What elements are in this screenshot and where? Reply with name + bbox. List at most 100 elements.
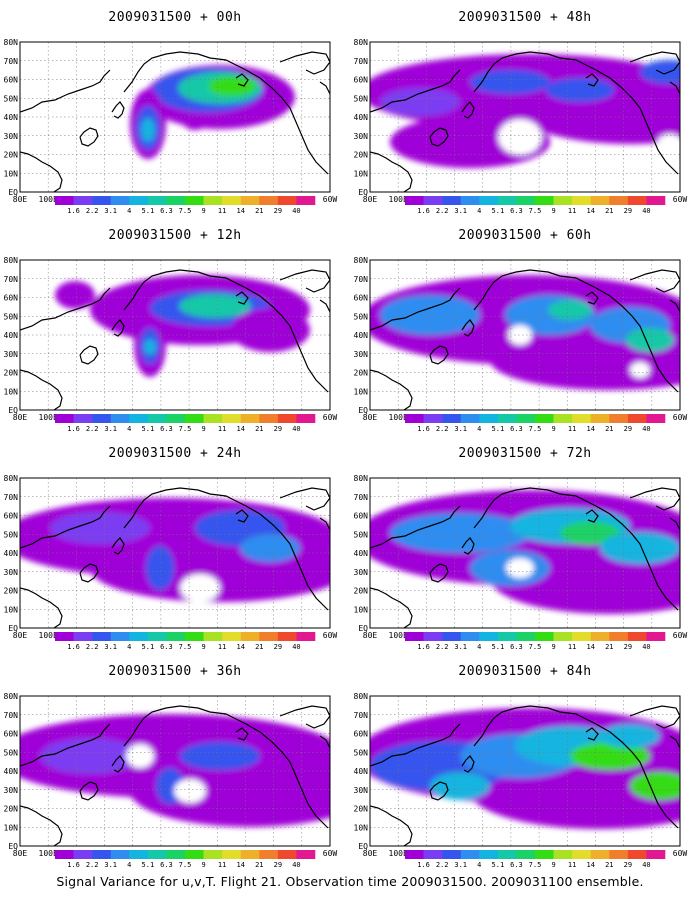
colorbar-label: 2.2 [436,861,449,869]
colorbar-label: 6.3 [160,207,173,215]
colorbar-swatch [516,850,536,859]
latitude-label: 10N [4,823,19,832]
colorbar-label: 11 [568,207,576,215]
variance-field [370,54,680,168]
colorbar-label: 21 [255,207,263,215]
latitude-label: 80N [4,38,19,47]
latitude-label: 60N [4,730,19,739]
latitude-label: 20N [4,805,19,814]
colorbar-swatch [442,414,462,423]
colorbar-swatch [572,414,592,423]
colorbar-swatch [497,414,517,423]
variance-contour [208,76,256,96]
colorbar-swatch [609,196,629,205]
colorbar-swatch [147,850,167,859]
colorbar-swatch [590,196,610,205]
colorbar-swatch [277,850,297,859]
colorbar-label: 7.5 [529,643,542,651]
longitude-label: 80E [363,849,378,858]
colorbar-swatch [609,414,629,423]
colorbar-swatch [497,850,517,859]
latitude-label: 60N [354,512,369,521]
colorbar-label: 2.2 [436,643,449,651]
latitude-label: 70N [4,275,19,284]
longitude-label: 80E [363,631,378,640]
latitude-label: 70N [4,57,19,66]
variance-contour [144,339,156,355]
coastline [370,487,680,628]
colorbar-swatch [646,414,666,423]
colorbar-swatch [296,632,316,641]
map-frame [19,259,331,411]
latitude-label: 50N [4,94,19,103]
colorbar-swatch [277,414,297,423]
colorbar-label: 7.5 [179,643,192,651]
colorbar-swatch [553,196,573,205]
colorbar-label: 4 [477,861,481,869]
longitude-label: 80E [13,631,28,640]
longitude-label: 60W [323,849,338,858]
colorbar-label: 5.1 [492,207,505,215]
colorbar-label: 3.1 [454,861,467,869]
colorbar-label: 3.1 [454,643,467,651]
colorbar-swatch [423,414,443,423]
colorbar-swatch [129,850,149,859]
latitude-label: EQ [8,406,18,415]
coastline [20,705,330,846]
latitude-label: EQ [358,188,368,197]
colorbar-swatch [590,850,610,859]
colorbar-swatch [147,196,167,205]
colorbar-swatch [73,850,93,859]
colorbar-swatch [627,632,647,641]
variance-map: EQ10N20N30N40N50N60N70N80N80E100E120E140… [4,474,338,651]
longitude-label: 60W [673,631,688,640]
colorbar-label: 9 [201,207,205,215]
colorbar-swatch [185,414,204,423]
colorbar-label: 4 [477,207,481,215]
colorbar-swatch [460,196,480,205]
longitude-label: 80E [363,195,378,204]
colorbar-swatch [590,632,610,641]
latitude-label: 10N [354,823,369,832]
colorbar-swatch [296,414,316,423]
colorbar-swatch [203,196,223,205]
latitude-label: 50N [354,94,369,103]
colorbar: 1.6 2.2 3.1 4 5.1 6.3 7.5 9 11 14 21 29 40 [55,632,316,651]
variance-contour [600,724,660,748]
latitude-label: EQ [358,406,368,415]
colorbar-label: 3.1 [104,861,117,869]
colorbar-swatch [203,414,223,423]
colorbar-label: 4 [477,643,481,651]
colorbar-swatch [479,196,499,205]
panel-title: 2009031500 + 48h [458,10,592,25]
latitude-label: 70N [354,57,369,66]
colorbar-label: 5.1 [492,425,505,433]
latitude-label: 40N [354,767,369,776]
latitude-label: 10N [4,387,19,396]
colorbar-label: 4 [127,861,131,869]
colorbar: 1.6 2.2 3.1 4 5.1 6.3 7.5 9 11 14 21 29 40 [55,850,316,869]
variance-contour [130,755,330,827]
colorbar-swatch [185,850,204,859]
map-frame [19,477,331,629]
colorbar-label: 4 [127,207,131,215]
colorbar-swatch [73,632,93,641]
colorbar-swatch [259,414,279,423]
longitude-label: 100E [39,631,58,640]
latitude-label: 20N [4,369,19,378]
variance-contour [90,534,330,602]
colorbar-label: 14 [586,425,594,433]
latitude-label: 50N [4,530,19,539]
colorbar-swatch [590,414,610,423]
colorbar-label: 1.6 [67,207,80,215]
longitude-label: 60W [323,413,338,422]
colorbar-label: 40 [642,207,650,215]
colorbar-label: 3.1 [104,425,117,433]
colorbar-label: 3.1 [104,643,117,651]
panel-title: 2009031500 + 00h [108,10,242,25]
colorbar-swatch [166,414,186,423]
variance-map: EQ10N20N30N40N50N60N70N80N80E100E120E140… [4,692,338,869]
colorbar-swatch [92,414,112,423]
colorbar: 1.6 2.2 3.1 4 5.1 6.3 7.5 9 11 14 21 29 40 [405,414,666,433]
latitude-label: 60N [4,76,19,85]
